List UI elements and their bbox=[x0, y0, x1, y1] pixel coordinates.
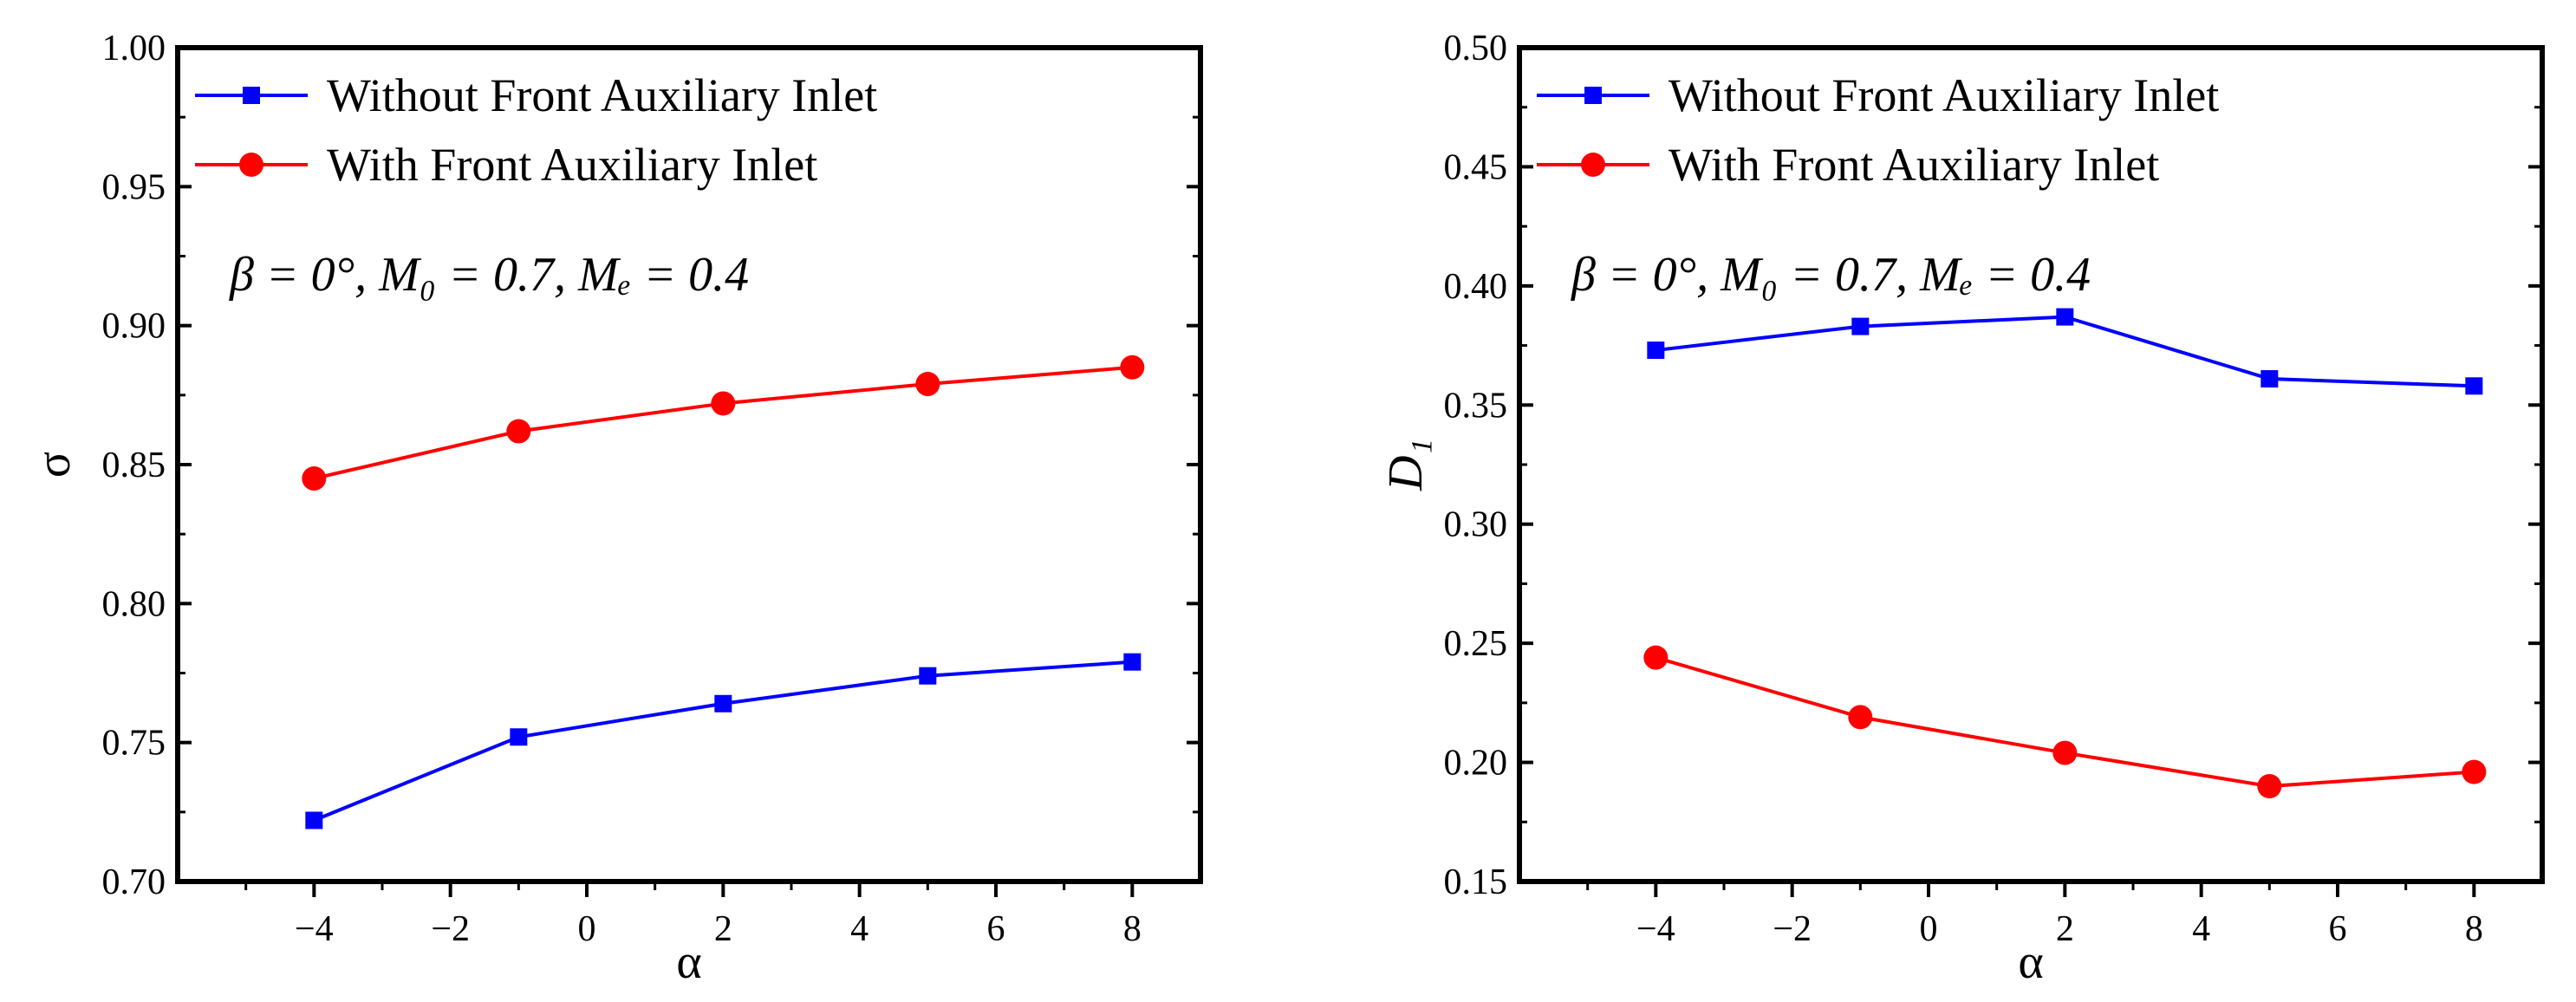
data-point bbox=[711, 391, 736, 416]
y-tick-label: 0.50 bbox=[1444, 29, 1508, 68]
y-tick-label: 1.00 bbox=[102, 29, 166, 68]
data-point bbox=[1643, 645, 1669, 670]
data-point bbox=[510, 728, 528, 746]
x-tick-label: −2 bbox=[431, 909, 470, 949]
y-tick-label: 0.20 bbox=[1444, 744, 1508, 784]
data-point bbox=[2261, 370, 2279, 388]
x-tick-label: −4 bbox=[295, 909, 334, 949]
condition-annotation: β = 0°, M₀ = 0.7, Mₑ = 0.4 bbox=[1571, 248, 2091, 302]
y-tick-label: 0.25 bbox=[1444, 624, 1508, 664]
series-line bbox=[313, 660, 1133, 823]
legend-marker bbox=[1584, 87, 1602, 104]
y-tick-label: 0.75 bbox=[102, 724, 166, 764]
x-tick-label: −4 bbox=[1636, 909, 1675, 949]
legend: Without Front Auxiliary Inlet With Front … bbox=[195, 69, 877, 191]
y-axis-title: σ bbox=[27, 452, 81, 478]
series-line bbox=[1655, 655, 2475, 789]
data-point bbox=[1848, 705, 1873, 730]
legend-marker bbox=[243, 87, 260, 104]
data-point bbox=[2052, 740, 2078, 765]
y-tick-label: 0.35 bbox=[1444, 386, 1508, 426]
legend-label: With Front Auxiliary Inlet bbox=[327, 139, 817, 191]
legend-label: Without Front Auxiliary Inlet bbox=[327, 69, 877, 121]
data-point bbox=[1647, 342, 1665, 360]
data-point bbox=[714, 694, 732, 712]
x-tick-label: 0 bbox=[578, 909, 596, 949]
data-point bbox=[919, 667, 937, 685]
y-tick-label: 0.90 bbox=[102, 307, 166, 347]
data-point bbox=[305, 811, 323, 830]
chart-panel-1: 0.70 0.75 0.80 0.85 0.90 0.95 1.00 −4 −2 0 2 4 6 8 α σ W… bbox=[27, 29, 1203, 989]
y-tick-label: 0.80 bbox=[102, 584, 166, 624]
y-tick-label: 0.15 bbox=[1444, 862, 1508, 902]
legend-marker bbox=[1581, 153, 1605, 177]
legend-label: With Front Auxiliary Inlet bbox=[1669, 139, 2159, 191]
legend: Without Front Auxiliary Inlet With Front … bbox=[1537, 69, 2219, 191]
chart-panel-2: 0.15 0.20 0.25 0.30 0.35 0.40 0.45 0.50 −4 −2 0 2 4 6… bbox=[1379, 29, 2545, 989]
y-tick-label: 0.40 bbox=[1444, 267, 1508, 307]
data-point bbox=[2257, 774, 2282, 799]
condition-annotation: β = 0°, M₀ = 0.7, Mₑ = 0.4 bbox=[229, 248, 749, 302]
data-point bbox=[2465, 377, 2483, 395]
x-tick-label: 8 bbox=[1123, 909, 1142, 949]
x-tick-label: 2 bbox=[714, 909, 732, 949]
y-tick-label: 0.95 bbox=[102, 167, 166, 207]
series-2 bbox=[1643, 645, 2487, 799]
data-point bbox=[2462, 759, 2487, 784]
y-tick-label: 0.30 bbox=[1444, 505, 1508, 545]
x-tick-label: 6 bbox=[987, 909, 1005, 949]
legend-label: Without Front Auxiliary Inlet bbox=[1669, 69, 2219, 121]
x-tick-label: 8 bbox=[2465, 909, 2483, 949]
series-1 bbox=[1647, 308, 2483, 395]
data-point bbox=[302, 466, 327, 491]
x-tick-label: 4 bbox=[2192, 909, 2210, 949]
data-point bbox=[1120, 355, 1145, 380]
y-tick-label: 0.85 bbox=[102, 446, 166, 485]
series-1 bbox=[305, 653, 1142, 830]
data-point bbox=[915, 372, 940, 397]
series-line bbox=[313, 365, 1133, 480]
series-2 bbox=[302, 355, 1145, 491]
data-point bbox=[1851, 317, 1870, 335]
x-tick-label: 2 bbox=[2056, 909, 2074, 949]
x-tick-label: 6 bbox=[2329, 909, 2347, 949]
x-tick-label: 4 bbox=[850, 909, 868, 949]
y-tick-label: 0.45 bbox=[1444, 147, 1508, 187]
y-axis-title: D₁ bbox=[1379, 439, 1433, 491]
data-point bbox=[506, 419, 531, 444]
data-point bbox=[2056, 308, 2074, 326]
series-line bbox=[1656, 315, 2475, 388]
x-axis-title: α bbox=[2018, 935, 2043, 989]
y-tick-label: 0.70 bbox=[102, 862, 166, 902]
x-tick-label: 0 bbox=[1920, 909, 1938, 949]
data-point bbox=[1123, 653, 1142, 671]
legend-marker bbox=[239, 153, 263, 177]
x-tick-label: −2 bbox=[1773, 909, 1812, 949]
x-axis-title: α bbox=[676, 935, 701, 989]
